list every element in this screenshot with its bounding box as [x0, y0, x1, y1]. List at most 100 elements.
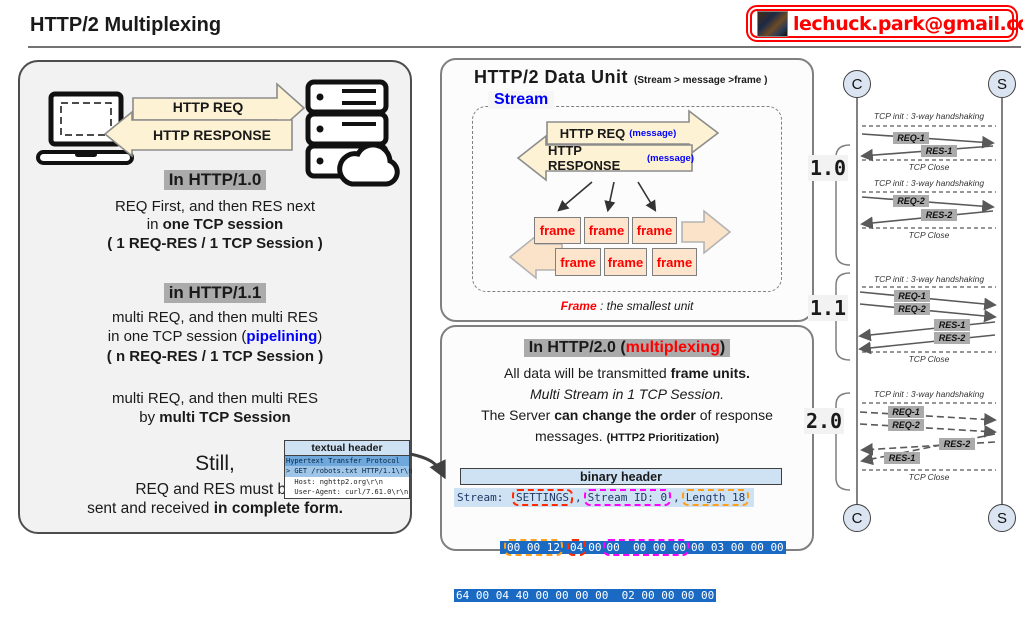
req1-arrow — [859, 411, 997, 426]
req2-arrow — [859, 423, 997, 438]
stream-label: Stream — [488, 91, 555, 109]
settings-highlight: SETTINGS — [511, 489, 573, 506]
http2-line2: Multi Stream in 1 TCP Session. — [530, 386, 724, 402]
header-rule — [28, 46, 1021, 48]
http10-line2: in one TCP session — [146, 216, 284, 233]
tcp-close-label: TCP Close — [908, 472, 950, 482]
frame-box: frame — [584, 217, 629, 244]
req2-label: REQ-2 — [888, 419, 924, 431]
tcp-init-label: TCP init : 3-way handshaking — [873, 178, 985, 188]
tcp-init-label: TCP init : 3-way handshaking — [873, 274, 985, 284]
http-req-arrow-label: HTTP REQ — [172, 99, 244, 115]
http2-line1: All data will be transmitted frame units… — [504, 365, 750, 381]
http-response-arrow-label: HTTP RESPONSE — [153, 127, 271, 143]
frame-caption: Frame : the smallest unit — [560, 299, 694, 313]
hex-dump: 00 00 12 04 00 00 00 00 00 00 03 00 00 00 64… — [454, 508, 786, 636]
http-response-arrow — [103, 110, 293, 158]
http2-line4: messages. (HTTP2 Prioritization) — [534, 428, 720, 444]
http10-line1: REQ First, and then RES next — [114, 198, 316, 215]
avatar-image — [757, 10, 788, 37]
http2-req-arrow — [546, 109, 720, 157]
version-label-1-1: 1.1 — [808, 295, 848, 321]
hex-payload-bytes: 00 03 00 00 00 — [690, 541, 784, 554]
multitcp-line1: multi REQ, and then multi RES — [112, 390, 318, 407]
still-line3: sent and received in complete form. — [87, 500, 343, 517]
frame-box: frame — [534, 217, 581, 244]
textual-header-line: Hypertext Transfer Protocol — [285, 456, 409, 467]
hex-row-2: 64 00 04 40 00 00 00 00 02 00 00 00 00 — [454, 589, 717, 602]
multitcp-line2: by multi TCP Session — [139, 409, 291, 426]
tcp-init-label: TCP init : 3-way handshaking — [873, 389, 985, 399]
res2-arrow — [860, 441, 996, 456]
http1-arrows — [103, 82, 306, 158]
bracket-2-0 — [835, 392, 851, 491]
still-line2: REQ and RES must be — [135, 481, 295, 498]
binary-header-title: binary header — [460, 468, 782, 485]
res1-label: RES-1 — [884, 452, 920, 464]
email-badge-inner: lechuck.park@gmail.com — [750, 9, 1023, 38]
textual-header-line: Host: nghttp2.org\r\n — [286, 477, 383, 486]
data-unit-shapes — [508, 109, 732, 280]
email-text: lechuck.park@gmail.com — [793, 12, 1023, 35]
textual-to-binary-arrow — [409, 452, 446, 480]
http2-response-arrow-label: HTTP RESPONSE (message) — [548, 143, 694, 173]
data-unit-title: HTTP/2 Data Unit (Stream > message >fram… — [474, 67, 768, 87]
tcp-init-label: TCP init : 3-way handshaking — [873, 111, 985, 121]
textual-header-title: textual header — [285, 441, 409, 456]
res1-label: RES-1 — [921, 145, 957, 157]
req2-label: REQ-2 — [893, 195, 929, 207]
http2-response-arrow — [516, 134, 693, 182]
hex-flags-byte: 00 — [588, 541, 602, 554]
sequence-lines — [835, 98, 1003, 505]
http2-line3: The Server can change the order of respo… — [481, 407, 773, 423]
req2-label: REQ-2 — [894, 303, 930, 315]
length-highlight: Length 18 — [681, 489, 750, 506]
http11-line3: ( n REQ-RES / 1 TCP Session ) — [106, 348, 324, 365]
tcp-close-label: TCP Close — [908, 230, 950, 240]
textual-header-box: textual header Hypertext Transfer Protoc… — [284, 440, 412, 499]
http2-heading: In HTTP/2.0 (multiplexing) — [442, 339, 812, 357]
hex-stream-id-bytes: 00 00 00 00 — [603, 539, 689, 556]
laptop-icon — [36, 91, 134, 165]
frame-box: frame — [652, 248, 697, 276]
server-icon — [305, 79, 400, 187]
res1-arrow — [860, 433, 996, 466]
frame-box: frame — [632, 217, 677, 244]
bracket-1-0 — [835, 144, 851, 266]
http10-heading: In HTTP/1.0 — [20, 170, 410, 190]
res2-label: RES-2 — [939, 438, 975, 450]
req1-label: REQ-1 — [893, 132, 929, 144]
client-node-bottom: C — [843, 504, 871, 532]
message-to-frame-arrow — [557, 181, 593, 212]
binary-header-stream-line: Stream: SETTINGS, Stream ID: 0, Length 18 — [454, 488, 755, 507]
cloud-icon — [337, 142, 400, 187]
email-badge: lechuck.park@gmail.com — [746, 5, 1023, 42]
message-to-frame-arrow — [604, 181, 616, 213]
frame-box: frame — [555, 248, 601, 276]
data-unit-panel: HTTP/2 Data Unit (Stream > message >fram… — [440, 58, 814, 322]
req1-label: REQ-1 — [894, 290, 930, 302]
http10-line3: ( 1 REQ-RES / 1 TCP Session ) — [107, 235, 323, 252]
res1-label: RES-1 — [934, 319, 970, 331]
server-node-bottom: S — [988, 504, 1016, 532]
tcp-close-label: TCP Close — [908, 162, 950, 172]
tcp-close-label: TCP Close — [908, 354, 950, 364]
frame-box: frame — [604, 248, 647, 276]
page-title: HTTP/2 Multiplexing — [30, 14, 222, 36]
hex-length-bytes: 00 00 12 — [504, 539, 563, 556]
res1-arrow — [858, 321, 996, 342]
client-node: C — [843, 70, 871, 98]
req1-label: REQ-1 — [888, 406, 924, 418]
http2-req-arrow-label: HTTP REQ (message) — [559, 125, 677, 141]
frames-right-arrow — [681, 209, 732, 255]
res2-arrow — [858, 334, 996, 355]
sequence-diagram: C S C S 1.0 1.1 2.0 TCP init : 3-way han… — [800, 55, 1023, 551]
res2-label: RES-2 — [934, 332, 970, 344]
message-to-frame-arrow — [637, 181, 657, 212]
textual-header-line: User-Agent: curl/7.61.0\r\n — [286, 488, 409, 497]
still-line1: Still, — [195, 452, 235, 475]
http2-panel: In HTTP/2.0 (multiplexing) All data will… — [440, 325, 814, 602]
http11-line1: multi REQ, and then multi RES — [112, 309, 318, 326]
http1-panel: HTTP REQ HTTP RESPONSE In HTTP/1.0 REQ F… — [18, 60, 412, 534]
server-node: S — [988, 70, 1016, 98]
